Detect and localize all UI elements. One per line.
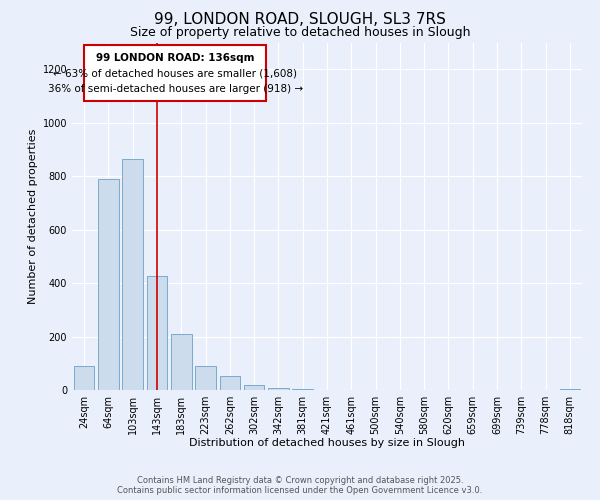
Bar — [146, 276, 167, 390]
FancyBboxPatch shape — [84, 45, 266, 102]
Bar — [244, 384, 265, 390]
Text: Contains HM Land Registry data © Crown copyright and database right 2025.
Contai: Contains HM Land Registry data © Crown c… — [118, 476, 482, 495]
Bar — [268, 388, 289, 390]
Bar — [195, 366, 216, 390]
Text: ← 63% of detached houses are smaller (1,608): ← 63% of detached houses are smaller (1,… — [53, 68, 297, 78]
Text: 99 LONDON ROAD: 136sqm: 99 LONDON ROAD: 136sqm — [96, 52, 254, 62]
Bar — [74, 366, 94, 390]
Bar — [220, 376, 240, 390]
Bar — [171, 334, 191, 390]
Text: 99, LONDON ROAD, SLOUGH, SL3 7RS: 99, LONDON ROAD, SLOUGH, SL3 7RS — [154, 12, 446, 28]
Bar — [122, 159, 143, 390]
X-axis label: Distribution of detached houses by size in Slough: Distribution of detached houses by size … — [189, 438, 465, 448]
Y-axis label: Number of detached properties: Number of detached properties — [28, 128, 38, 304]
Text: Size of property relative to detached houses in Slough: Size of property relative to detached ho… — [130, 26, 470, 39]
Text: 36% of semi-detached houses are larger (918) →: 36% of semi-detached houses are larger (… — [47, 84, 303, 94]
Bar — [98, 179, 119, 390]
